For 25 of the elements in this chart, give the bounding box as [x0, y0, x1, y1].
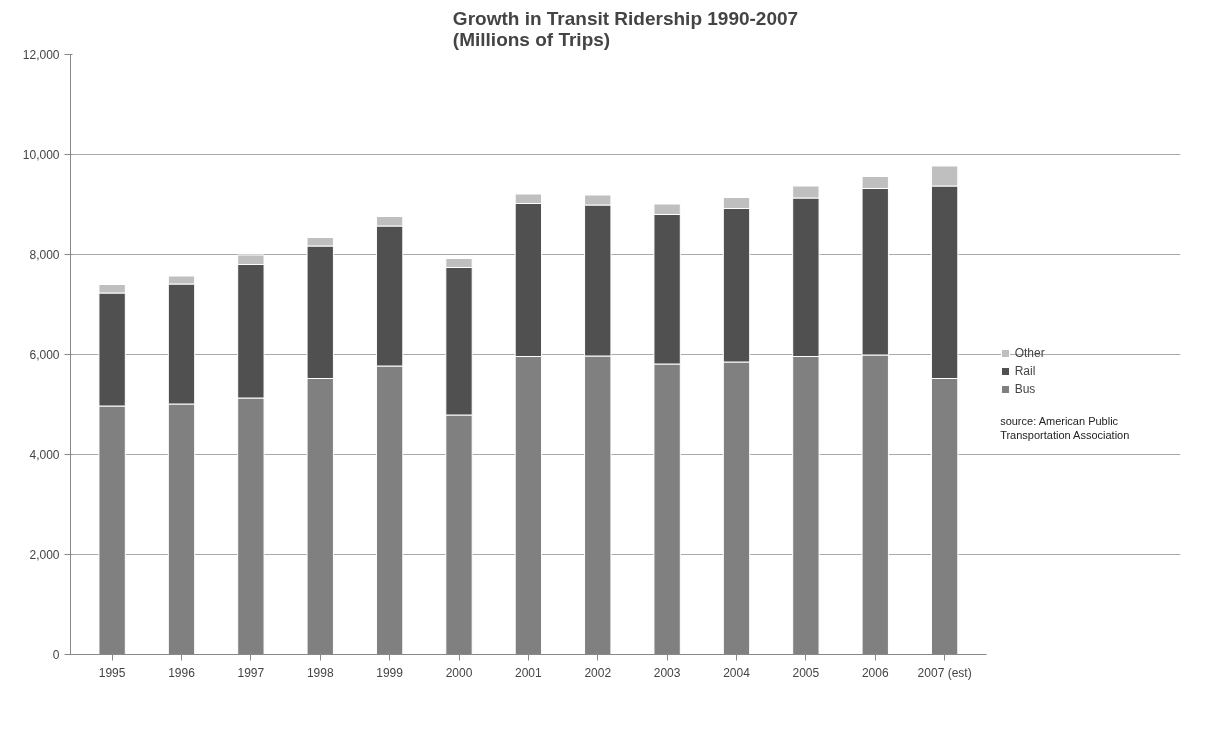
x-tick-label: 1995: [98, 665, 126, 680]
chart-title: Growth in Transit Ridership 1990-2007 (Millions of Trips): [452, 7, 799, 50]
x-tick-label: 1996: [168, 665, 196, 680]
x-tick-label: 1997: [237, 665, 265, 680]
source-note: source: American Public Transportation Association: [1000, 414, 1130, 441]
x-tick-label: 1998: [306, 665, 334, 680]
y-tick-label: 10,000: [22, 148, 60, 162]
x-tick-label: 2004: [723, 665, 751, 680]
legend-label: Other: [1014, 346, 1045, 360]
x-tick-label: 2002: [584, 665, 612, 680]
x-tick-label: 2006: [861, 665, 889, 680]
x-tick-label: 2007 (est): [917, 665, 972, 680]
legend-label: Rail: [1014, 364, 1036, 378]
y-tick-label: 6,000: [29, 348, 60, 362]
y-tick-label: 4,000: [29, 448, 60, 462]
y-tick-label: 8,000: [29, 248, 60, 262]
y-tick-label: 0: [52, 648, 60, 662]
x-tick-label: 2003: [653, 665, 681, 680]
x-tick-label: 2000: [445, 665, 473, 680]
y-tick-label: 12,000: [22, 48, 60, 62]
legend-label: Bus: [1014, 382, 1036, 396]
x-tick-label: 2001: [515, 665, 543, 680]
x-tick-label: 1999: [376, 665, 404, 680]
y-tick-label: 2,000: [29, 548, 60, 562]
x-tick-label: 2005: [792, 665, 820, 680]
